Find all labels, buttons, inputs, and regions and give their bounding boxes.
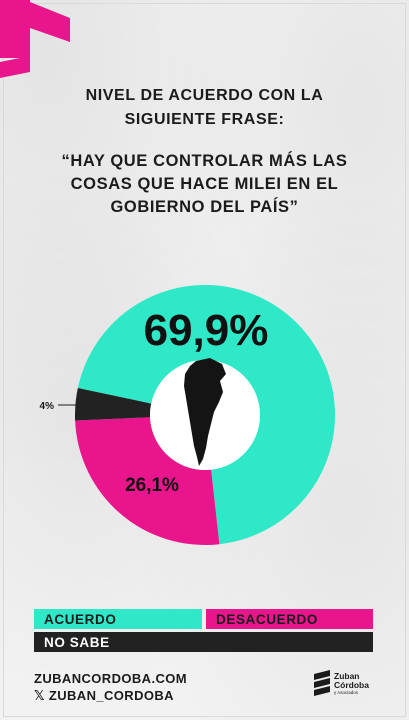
legend-label: DESACUERDO	[216, 611, 319, 627]
quote-line: COSAS QUE HACE MILEI EN EL	[70, 175, 339, 193]
legend-label: NO SABE	[44, 634, 110, 650]
chart-title: NIVEL DE ACUERDO CON LA SIGUIENTE FRASE:	[0, 84, 409, 132]
x-handle-link[interactable]: 𝕏 ZUBAN_CORDOBA	[34, 688, 174, 703]
title-line: NIVEL DE ACUERDO CON LA	[85, 87, 324, 104]
data-label-no-sabe: 4%	[40, 401, 55, 412]
brand-line: Córdoba	[334, 680, 369, 690]
data-label-acuerdo: 69,9%	[144, 306, 269, 355]
quote-line: GOBIERNO DEL PAÍS”	[110, 198, 299, 216]
slice-desacuerdo	[75, 417, 220, 545]
data-label-desacuerdo: 26,1%	[125, 475, 179, 496]
legend-acuerdo: ACUERDO	[34, 609, 202, 629]
slice-no-sabe	[75, 387, 152, 421]
legend-desacuerdo: DESACUERDO	[206, 609, 373, 629]
legend-label: ACUERDO	[44, 611, 117, 627]
brand-line: y Asociados	[334, 690, 359, 695]
title-line: SIGUIENTE FRASE:	[124, 111, 285, 128]
decorative-stripes	[0, 0, 70, 78]
brand-mark-icon	[314, 670, 330, 696]
brand-logo: Zuban Córdoba y Asociados	[312, 670, 372, 700]
argentina-map-icon	[184, 358, 226, 466]
brand-name: Zuban Córdoba y Asociados	[334, 672, 369, 696]
legend-no-sabe: NO SABE	[34, 632, 373, 652]
brand-line: Zuban	[334, 671, 360, 681]
quote-line: “HAY QUE CONTROLAR MÁS LAS	[61, 152, 348, 170]
slice-acuerdo	[77, 285, 335, 545]
quote-text: “HAY QUE CONTROLAR MÁS LAS COSAS QUE HAC…	[0, 150, 409, 219]
website-link[interactable]: ZUBANCORDOBA.COM	[34, 671, 187, 686]
